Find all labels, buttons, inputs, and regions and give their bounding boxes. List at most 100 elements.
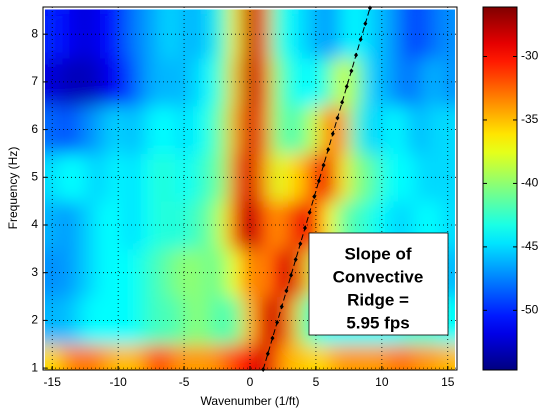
heat-cell <box>269 152 284 202</box>
heat-cell <box>190 105 205 154</box>
heat-cell <box>176 296 192 345</box>
annotation-text: Slope of <box>344 244 411 263</box>
heat-cell <box>242 152 258 202</box>
annotation-text: 5.95 fps <box>346 313 409 332</box>
ridge-marker <box>312 194 317 200</box>
heat-cell <box>58 200 73 250</box>
heat-cell <box>203 296 218 345</box>
heat-cell <box>163 9 178 59</box>
heat-cell <box>45 57 60 107</box>
heat-cell <box>203 248 218 298</box>
heat-cell <box>45 296 60 345</box>
heat-cell <box>295 9 310 59</box>
ridge-marker <box>279 304 284 310</box>
heat-cell <box>190 200 205 250</box>
heat-cell <box>190 343 205 370</box>
y-tick-label: 3 <box>31 265 38 279</box>
heat-cell <box>97 343 113 370</box>
ridge-marker <box>307 209 312 215</box>
heat-cell <box>111 105 126 154</box>
x-tick-label: 5 <box>313 375 320 389</box>
heat-cell <box>374 152 389 202</box>
heat-cell <box>203 9 218 59</box>
heat-cell <box>401 343 416 370</box>
heat-cell <box>322 9 337 59</box>
heat-cell <box>97 248 113 298</box>
y-tick-label: 6 <box>31 122 38 136</box>
heat-cell <box>163 105 178 154</box>
heat-cell <box>427 9 442 59</box>
heat-cell <box>111 296 126 345</box>
heat-cell <box>229 57 244 107</box>
colorbar-tick-label: -45 <box>521 239 539 253</box>
heat-cell <box>137 200 152 250</box>
heat-cell <box>229 200 244 250</box>
heat-cell <box>203 57 218 107</box>
heat-cell <box>150 200 165 250</box>
heat-cell <box>71 343 86 370</box>
plot-frame <box>42 6 458 371</box>
heat-cell <box>137 152 152 202</box>
heat-cell <box>282 105 297 154</box>
ridge-marker <box>326 146 331 152</box>
annotation-box <box>308 232 449 336</box>
heat-cell <box>322 343 337 370</box>
heat-cell <box>176 9 192 59</box>
heat-cell <box>190 9 205 59</box>
x-tick-label: 10 <box>375 375 389 389</box>
heat-cell <box>374 57 389 107</box>
annotation-text: Convective <box>333 267 424 286</box>
colorbar-tick-label: -30 <box>521 49 539 63</box>
heat-cell <box>45 248 60 298</box>
heat-cell <box>229 296 244 345</box>
heat-cell <box>335 9 350 59</box>
heat-cell <box>58 343 73 370</box>
heat-cell <box>58 248 73 298</box>
heat-cell <box>97 296 113 345</box>
heat-cell <box>282 57 297 107</box>
heat-cell <box>176 152 192 202</box>
heat-cell <box>203 105 218 154</box>
colorbar-tick-label: -40 <box>521 176 539 190</box>
heat-cell <box>111 9 126 59</box>
heat-cell <box>322 105 337 154</box>
heat-cell <box>229 105 244 154</box>
heat-cell <box>190 248 205 298</box>
heat-cell <box>414 57 429 107</box>
y-tick-label: 7 <box>31 74 38 88</box>
heat-cell <box>414 105 429 154</box>
ridge-marker <box>293 256 298 262</box>
heat-cell <box>58 9 73 59</box>
ridge-marker <box>270 335 275 341</box>
heat-cell <box>242 105 258 154</box>
ridge-marker <box>363 21 368 27</box>
heat-cell <box>97 200 113 250</box>
heat-cell <box>71 105 86 154</box>
heat-cell <box>295 343 310 370</box>
heat-cell <box>216 343 231 370</box>
heat-cell <box>150 248 165 298</box>
ridge-marker <box>367 5 372 11</box>
heat-cell <box>256 343 271 370</box>
heat-cell <box>282 152 297 202</box>
heat-cell <box>295 296 310 345</box>
heat-cell <box>269 200 284 250</box>
heat-cell <box>150 105 165 154</box>
ridge-marker <box>335 115 340 121</box>
x-tick-label: 0 <box>247 375 254 389</box>
heat-cell <box>427 152 442 202</box>
heat-cell <box>269 9 284 59</box>
heat-cell <box>71 200 86 250</box>
colorbar <box>482 6 518 371</box>
heat-cell <box>137 296 152 345</box>
heat-cell <box>374 105 389 154</box>
heat-cell <box>414 9 429 59</box>
ridge-marker <box>321 162 326 168</box>
heat-cell <box>71 152 86 202</box>
ridge-marker <box>289 272 294 278</box>
heat-cell <box>97 152 113 202</box>
heat-cell <box>176 248 192 298</box>
heat-cell <box>45 152 60 202</box>
heat-cell <box>97 9 113 59</box>
heat-cell <box>58 296 73 345</box>
